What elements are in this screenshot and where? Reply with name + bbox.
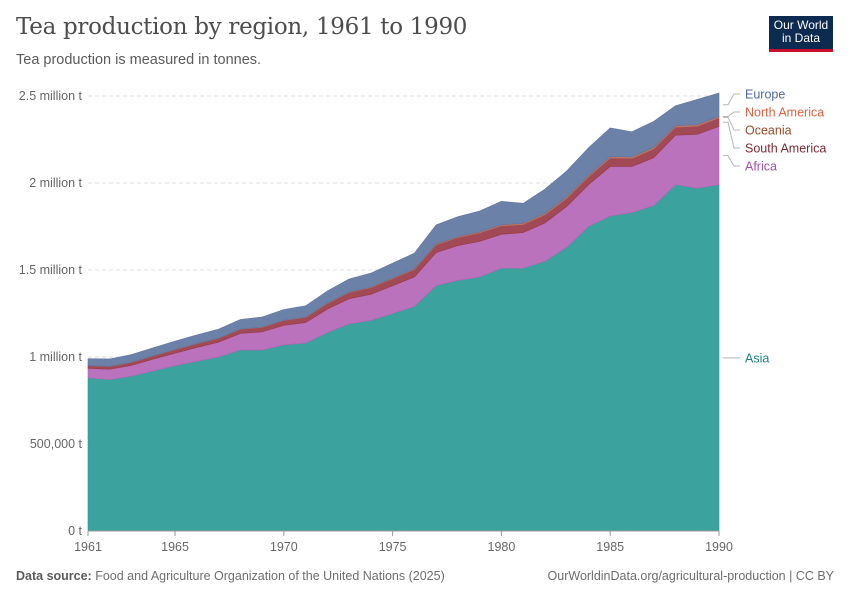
y-tick-label: 2.5 million t (19, 89, 83, 103)
series-label-oceania[interactable]: Oceania (745, 124, 792, 138)
series-label-asia[interactable]: Asia (745, 351, 769, 365)
chart-title: Tea production by region, 1961 to 1990 (16, 14, 468, 40)
x-tick-label: 1975 (379, 540, 407, 554)
logo-line-1: Our World (773, 18, 829, 32)
label-connector-europe (723, 93, 740, 106)
series-label-south-america[interactable]: South America (745, 142, 826, 156)
data-source: Data source: Food and Agriculture Organi… (16, 569, 445, 583)
label-connector-oceania (723, 116, 740, 131)
footer-url[interactable]: OurWorldinData.org/agricultural-producti… (547, 569, 834, 583)
y-tick-label: 500,000 t (30, 437, 83, 451)
x-tick-label: 1965 (161, 540, 189, 554)
x-tick-label: 1985 (596, 540, 624, 554)
series-labels: Asia Africa South America Oceania North Amer… (723, 88, 826, 365)
area-series-group (87, 92, 720, 532)
x-tick-label: 1961 (74, 540, 102, 554)
x-tick-label: 1980 (488, 540, 516, 554)
label-connector-north-america (723, 111, 740, 118)
data-source-label: Data source: (16, 569, 92, 583)
owid-logo[interactable]: Our World in Data (769, 16, 833, 52)
y-tick-label: 1 million t (29, 350, 82, 364)
label-connector-south-america (723, 121, 740, 149)
label-connector-africa (723, 155, 740, 167)
logo-line-2: in Data (781, 31, 821, 45)
x-tick-label: 1970 (270, 540, 298, 554)
series-label-north-america[interactable]: North America (745, 106, 824, 120)
chart-subtitle: Tea production is measured in tonnes. (16, 52, 262, 68)
y-tick-label: 1.5 million t (19, 263, 83, 277)
y-tick-label: 2 million t (29, 176, 82, 190)
axes: 0 t 500,000 t 1 million t 1.5 million t 2 mi… (19, 89, 733, 554)
series-label-africa[interactable]: Africa (745, 160, 777, 174)
area-europe[interactable] (87, 92, 720, 367)
y-tick-label: 0 t (68, 524, 82, 538)
data-source-text: Food and Agriculture Organization of the… (95, 569, 445, 583)
x-tick-label: 1990 (705, 540, 733, 554)
stacked-area-chart: 0 t 500,000 t 1 million t 1.5 million t 2 mi… (19, 88, 827, 555)
series-label-europe[interactable]: Europe (745, 88, 785, 102)
